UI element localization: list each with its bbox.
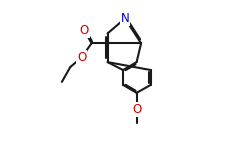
Text: O: O xyxy=(77,51,86,64)
Text: O: O xyxy=(80,24,89,37)
Text: O: O xyxy=(132,103,141,116)
Text: N: N xyxy=(121,12,130,25)
